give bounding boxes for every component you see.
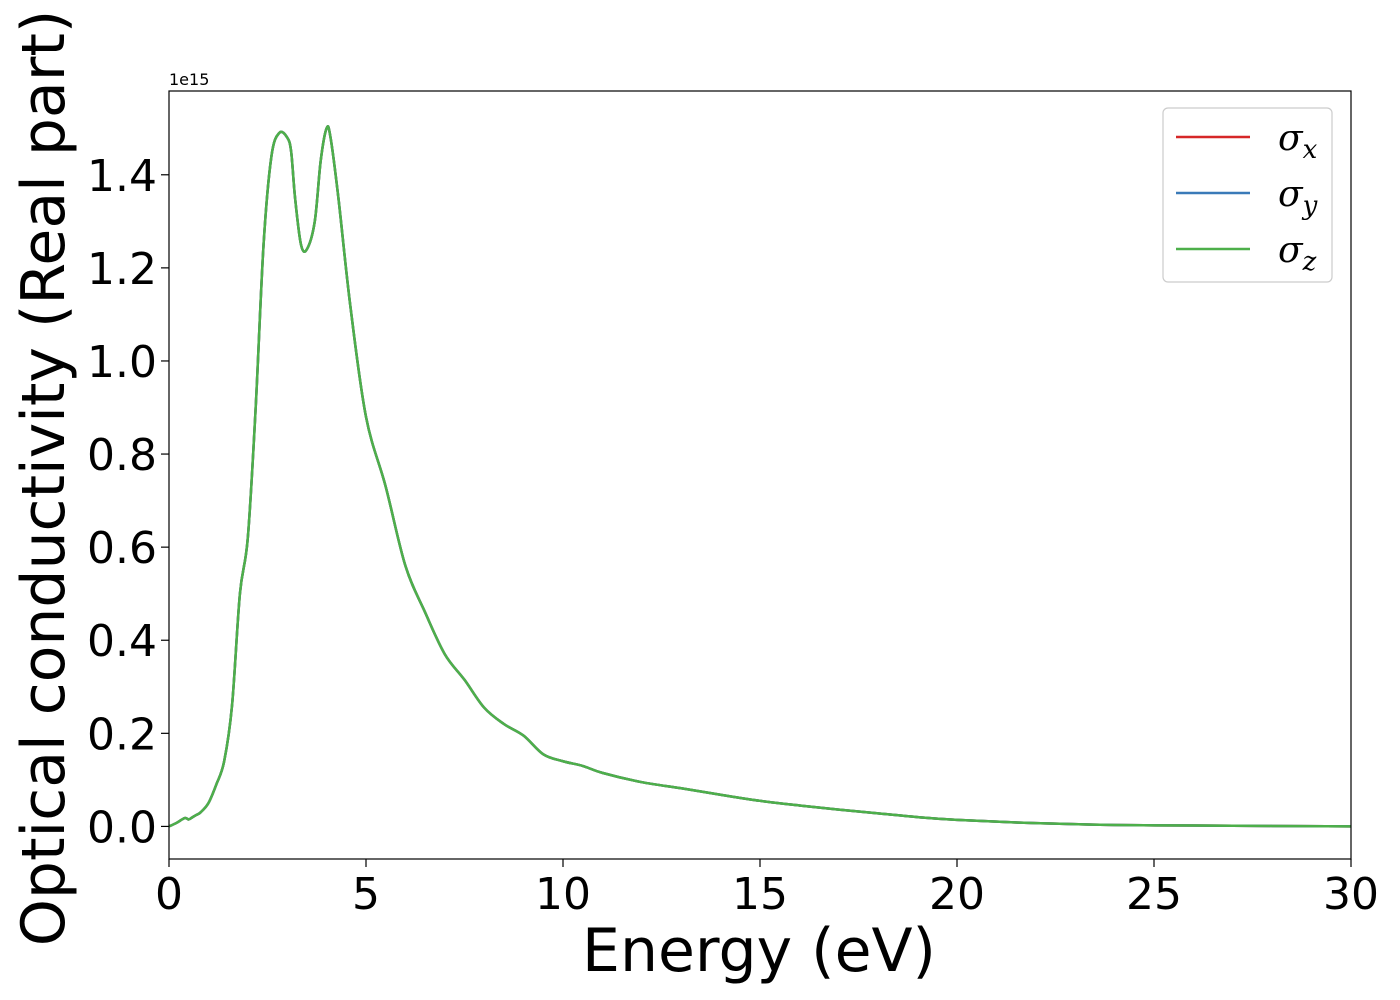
legend-label: σx xyxy=(1278,118,1318,165)
y-tick-label: 0.8 xyxy=(87,430,157,481)
x-tick-label: 30 xyxy=(1323,869,1379,920)
ticks-layer: 0 5 10 15 20 25 30 0.0 0.2 0.4 0.6 0.8 1.0 1.2 1.4 xyxy=(87,151,1379,920)
y-tick-label: 0.0 xyxy=(87,802,157,853)
x-tick-label: 10 xyxy=(535,869,591,920)
legend-symbol: σ xyxy=(1278,118,1304,159)
series-layer xyxy=(168,125,1352,828)
y-tick-label: 1.4 xyxy=(87,151,157,202)
x-tick-label: 5 xyxy=(352,869,380,920)
x-axis-title: Energy (eV) xyxy=(582,916,936,986)
legend-label: σz xyxy=(1278,230,1317,277)
legend-subscript: z xyxy=(1302,247,1317,277)
x-tick-label: 0 xyxy=(155,869,183,920)
y-axis-title: Optical conductivity (Real part) xyxy=(9,10,79,947)
y-tick-label: 0.2 xyxy=(87,709,157,760)
y-tick-label: 0.6 xyxy=(87,523,157,574)
x-tick-label: 25 xyxy=(1126,869,1182,920)
x-tick-label: 15 xyxy=(732,869,788,920)
y-tick-label: 0.4 xyxy=(87,616,157,667)
legend-subscript: y xyxy=(1302,191,1318,221)
y-offset-label: 1e15 xyxy=(169,70,209,89)
legend-box xyxy=(1162,107,1333,283)
plot-frame xyxy=(168,90,1352,860)
x-tick-label: 20 xyxy=(929,869,985,920)
y-tick-label: 1.2 xyxy=(87,244,157,295)
y-tick-label: 1.0 xyxy=(87,337,157,388)
legend-subscript: x xyxy=(1303,135,1318,165)
legend-symbol: σ xyxy=(1278,174,1304,215)
legend-label: σy xyxy=(1278,174,1318,221)
series-line-sigma-z xyxy=(168,125,1352,828)
legend-symbol: σ xyxy=(1278,230,1304,271)
